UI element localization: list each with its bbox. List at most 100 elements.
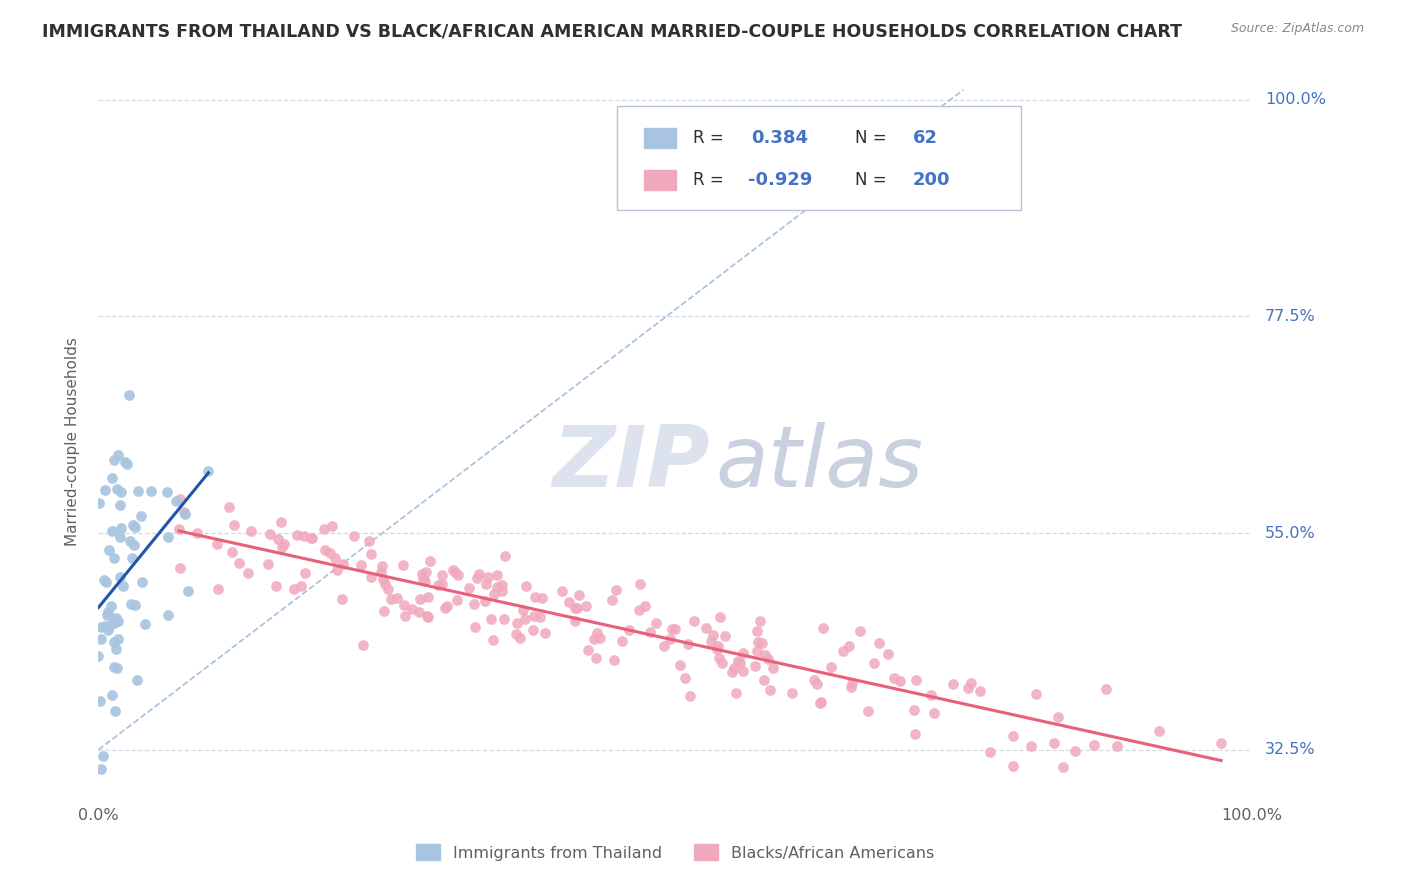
Point (332, 557, 354, 571)
Point (700, 633, 723, 648)
Point (856, 704, 879, 718)
Point (173, 505, 195, 519)
Point (709, 651, 731, 665)
Point (533, 625, 555, 640)
Point (418, 590, 440, 604)
Point (97, 606, 120, 620)
Point (747, 644, 769, 658)
Point (418, 610, 440, 624)
Point (236, 566, 259, 580)
Point (475, 577, 498, 591)
Point (1046, 709, 1069, 723)
Text: N =: N = (855, 129, 891, 147)
Point (463, 597, 485, 611)
Point (1001, 759, 1024, 773)
Point (371, 558, 394, 573)
Point (374, 577, 396, 591)
Point (676, 637, 699, 651)
Point (568, 588, 591, 602)
Text: atlas: atlas (716, 422, 924, 505)
Point (103, 453, 125, 467)
Point (589, 631, 612, 645)
Point (273, 537, 295, 551)
Point (564, 601, 586, 615)
Text: Source: ZipAtlas.com: Source: ZipAtlas.com (1230, 22, 1364, 36)
Point (714, 629, 737, 643)
Point (491, 584, 513, 599)
Point (808, 696, 831, 710)
Point (832, 644, 855, 658)
Point (512, 603, 534, 617)
Point (575, 599, 598, 613)
Point (780, 686, 803, 700)
Point (104, 610, 127, 624)
Point (1083, 738, 1105, 752)
Point (186, 525, 208, 540)
Point (803, 673, 825, 688)
Point (441, 563, 464, 577)
Point (357, 533, 380, 548)
Point (628, 577, 651, 591)
Point (582, 632, 605, 646)
Point (104, 704, 127, 718)
Point (464, 620, 486, 634)
Point (114, 454, 136, 468)
Point (100, 524, 122, 538)
Point (443, 565, 465, 579)
Point (957, 681, 980, 695)
Point (124, 519, 146, 533)
Point (139, 484, 162, 499)
Point (479, 612, 502, 626)
Point (883, 671, 905, 685)
Point (207, 537, 229, 551)
Point (321, 518, 343, 533)
Point (350, 558, 373, 572)
Point (733, 646, 755, 660)
Point (617, 624, 640, 638)
Point (90, 620, 112, 634)
Point (319, 546, 342, 560)
Point (343, 529, 366, 543)
Point (564, 615, 586, 629)
Point (432, 576, 454, 591)
Point (411, 567, 433, 582)
Point (87, 649, 110, 664)
Point (969, 684, 991, 698)
Point (167, 522, 190, 536)
Point (481, 633, 503, 648)
Text: 55.0%: 55.0% (1265, 525, 1316, 541)
Point (1052, 760, 1074, 774)
Point (903, 703, 925, 717)
Point (377, 582, 399, 596)
Point (603, 653, 626, 667)
Text: 62: 62 (912, 129, 938, 147)
Point (323, 551, 346, 566)
Point (724, 686, 747, 700)
Point (1063, 743, 1085, 757)
Point (877, 647, 900, 661)
Point (605, 583, 627, 598)
Point (169, 561, 191, 575)
Point (922, 706, 945, 721)
Legend: Immigrants from Thailand, Blacks/African Americans: Immigrants from Thailand, Blacks/African… (409, 838, 941, 867)
Point (706, 642, 728, 657)
Point (370, 565, 392, 579)
Point (93, 573, 115, 587)
Point (679, 689, 702, 703)
Point (427, 578, 450, 592)
Point (387, 591, 409, 605)
Point (551, 584, 574, 599)
Point (745, 624, 768, 638)
Text: R =: R = (693, 171, 730, 189)
Point (661, 623, 683, 637)
Point (101, 617, 124, 632)
Point (1147, 724, 1170, 739)
Point (103, 660, 125, 674)
Point (156, 485, 179, 500)
Point (762, 661, 785, 675)
Point (433, 600, 456, 615)
Point (758, 651, 780, 665)
Point (1025, 687, 1047, 701)
Point (117, 457, 139, 471)
Point (638, 625, 661, 640)
